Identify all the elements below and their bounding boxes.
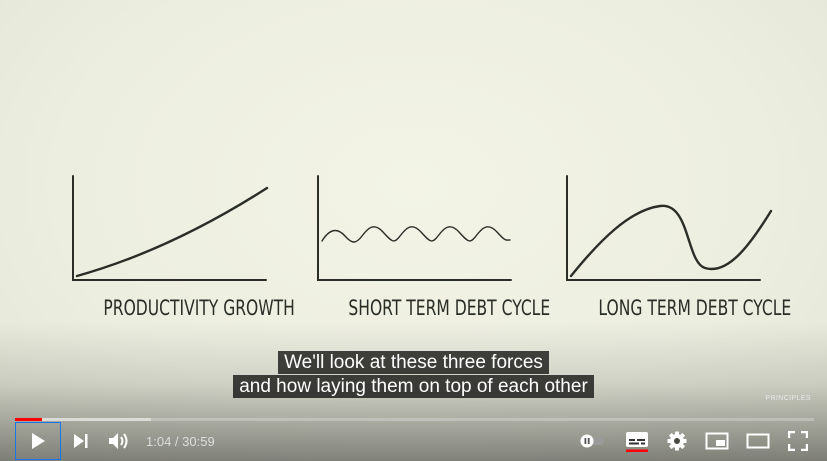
settings-button[interactable] xyxy=(662,421,692,461)
time-display: 1:04 / 30:59 xyxy=(146,434,215,449)
settings-gear-icon xyxy=(667,431,687,451)
miniplayer-icon xyxy=(705,432,729,450)
theater-mode-icon xyxy=(746,433,770,449)
next-video-button[interactable] xyxy=(66,421,96,461)
long-term-debt-cycle-label: LONG TERM DEBT CYCLE xyxy=(598,296,792,320)
subtitle-line-2: and how laying them on top of each other xyxy=(233,375,594,398)
productivity-axes xyxy=(72,175,267,281)
long-term-axes xyxy=(566,175,761,281)
productivity-growth-graph xyxy=(72,175,269,281)
short-term-debt-cycle-label: SHORT TERM DEBT CYCLE xyxy=(348,296,551,320)
progress-bar[interactable] xyxy=(15,418,814,421)
fullscreen-button[interactable] xyxy=(783,421,813,461)
long-term-curve xyxy=(569,204,773,278)
progress-played xyxy=(15,418,43,421)
autoplay-toggle[interactable] xyxy=(576,421,608,461)
miniplayer-button[interactable] xyxy=(702,421,732,461)
subtitle-line-1: We'll look at these three forces xyxy=(278,351,549,374)
play-button[interactable] xyxy=(15,422,61,460)
next-icon xyxy=(74,434,88,448)
subtitle-line-1-wrap: We'll look at these three forces xyxy=(0,351,827,374)
volume-icon xyxy=(109,433,128,449)
play-icon xyxy=(32,433,45,449)
productivity-curve xyxy=(75,186,269,278)
progress-loaded xyxy=(15,418,151,421)
subtitles-icon xyxy=(626,432,648,452)
subtitle-line-2-wrap: and how laying them on top of each other xyxy=(0,375,827,398)
fullscreen-icon xyxy=(788,431,808,451)
productivity-growth-label: PRODUCTIVITY GROWTH xyxy=(103,296,295,320)
short-term-debt-cycle-graph xyxy=(317,175,512,281)
theater-mode-button[interactable] xyxy=(742,421,774,461)
player-controls: 1:04 / 30:59 xyxy=(0,421,827,461)
short-term-axes xyxy=(317,175,512,281)
channel-watermark: PRINCIPLES xyxy=(765,395,811,402)
autoplay-toggle-icon xyxy=(580,434,604,448)
long-term-debt-cycle-graph xyxy=(566,175,773,281)
subtitles-button[interactable] xyxy=(621,421,653,461)
mute-button[interactable] xyxy=(104,421,136,461)
short-term-wave xyxy=(321,226,511,243)
